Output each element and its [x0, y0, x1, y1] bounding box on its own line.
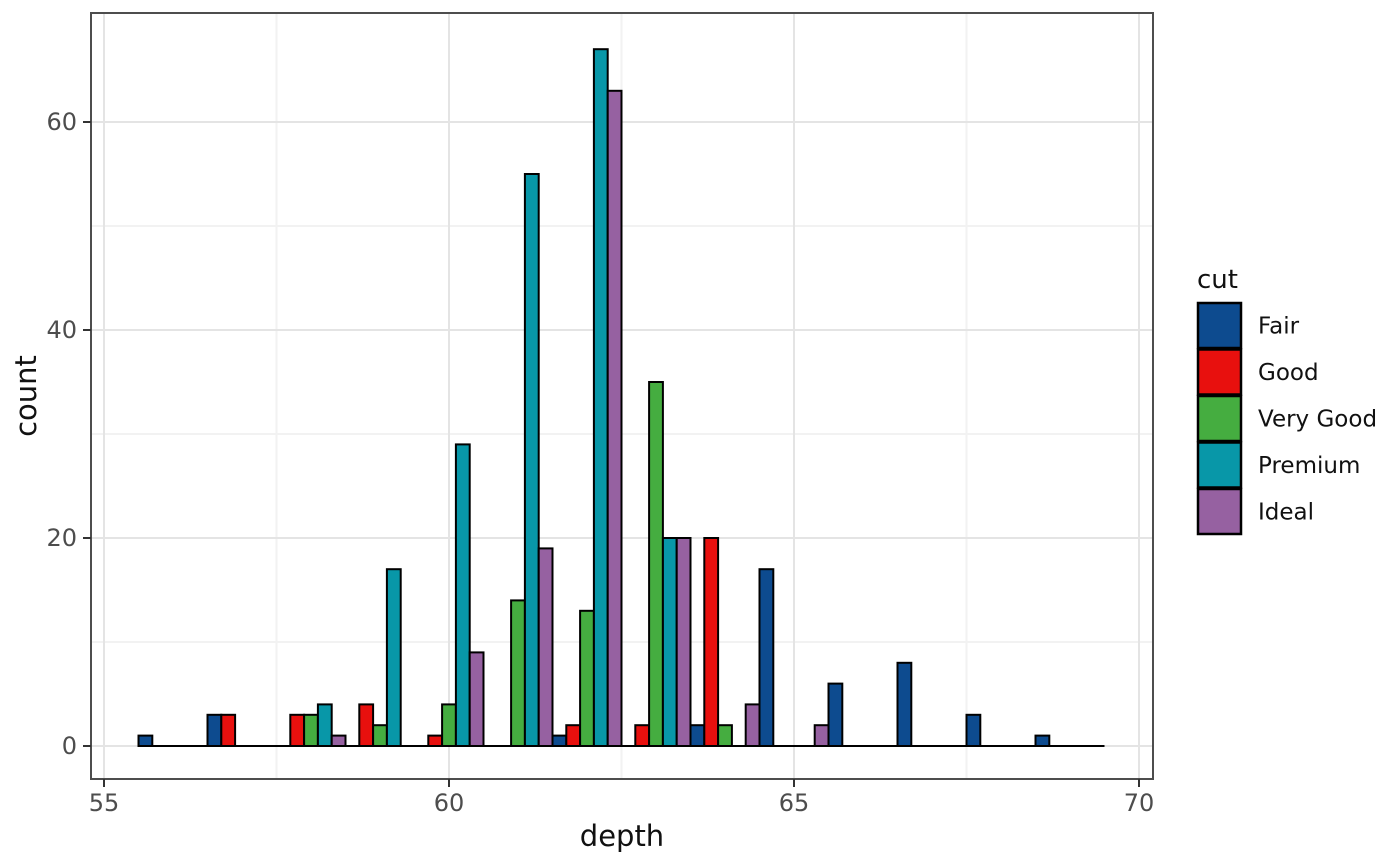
bar-very-good-60	[441, 703, 457, 748]
bar-very-good-64	[717, 724, 733, 748]
bar-ideal-62	[606, 89, 623, 748]
x-tick-label-55: 55	[89, 789, 120, 817]
legend-swatch-very-good	[1196, 394, 1243, 443]
x-axis-title: depth	[580, 819, 664, 853]
bar-premium-61	[523, 173, 540, 747]
bar-very-good-62	[579, 609, 595, 747]
legend-swatch-good	[1196, 348, 1243, 396]
bar-premium-59	[385, 568, 402, 748]
bar-fair-66	[827, 682, 844, 747]
bar-good-62	[565, 724, 582, 748]
bar-good-59	[358, 703, 375, 748]
y-tick-label-60: 60	[46, 108, 77, 136]
bar-very-good-63	[648, 381, 664, 747]
bar-fair-67	[896, 661, 913, 747]
legend-label-premium: Premium	[1258, 453, 1360, 479]
legend-label-very-good: Very Good	[1258, 407, 1377, 433]
legend-label-fair: Fair	[1258, 314, 1300, 340]
bar-fair-68	[965, 713, 982, 747]
y-tick-label-40: 40	[46, 316, 77, 344]
legend-label-good: Good	[1258, 360, 1319, 386]
x-tick-label-70: 70	[1124, 789, 1155, 817]
legend-swatch-ideal	[1196, 487, 1243, 536]
bar-fair-65	[758, 568, 775, 748]
legend-keys: Fair Good Very Good Premium Ideal	[1196, 301, 1377, 536]
x-tick-label-65: 65	[779, 789, 810, 817]
bar-very-good-59	[372, 724, 388, 748]
bar-good-64	[703, 537, 720, 747]
legend-swatch-premium	[1196, 441, 1243, 489]
bar-premium-58	[316, 703, 333, 748]
legend-title: cut	[1197, 265, 1238, 295]
bar-ideal-65	[813, 724, 830, 748]
legend-label-ideal: Ideal	[1258, 500, 1314, 526]
y-tick-label-0: 0	[62, 732, 77, 760]
bar-fair-64	[689, 724, 706, 748]
bar-ideal-61	[537, 547, 554, 748]
bar-fair-56	[137, 734, 154, 747]
bar-ideal-58	[330, 734, 347, 747]
bar-good-58	[289, 713, 306, 747]
bar-fair-57	[206, 713, 223, 747]
bar-good-60	[427, 734, 444, 747]
x-tick-label-60: 60	[434, 789, 465, 817]
bar-fair-69	[1034, 734, 1051, 747]
bar-premium-62	[592, 48, 609, 747]
y-tick-label-20: 20	[46, 524, 77, 552]
bars-group	[137, 48, 1105, 748]
bar-premium-60	[454, 443, 471, 747]
bar-fair-62	[551, 734, 568, 747]
axis-tick-labels: 55 60 65 70 0 20 40 60	[46, 108, 1154, 817]
plot-panel-border	[90, 12, 1154, 780]
bar-ideal-63	[675, 537, 692, 747]
bar-good-63	[634, 724, 651, 748]
bar-good-57	[220, 713, 237, 747]
bar-ideal-60	[468, 651, 485, 748]
bar-ideal-64	[744, 703, 761, 748]
legend: cut Fair Good Very Good Premium Ideal	[1196, 265, 1377, 536]
legend-swatch-fair	[1196, 301, 1243, 350]
bar-premium-63	[661, 537, 678, 747]
bar-very-good-61	[510, 599, 526, 748]
bar-very-good-58	[303, 713, 319, 747]
y-axis-title: count	[9, 355, 43, 437]
axis-ticks	[83, 121, 1140, 787]
